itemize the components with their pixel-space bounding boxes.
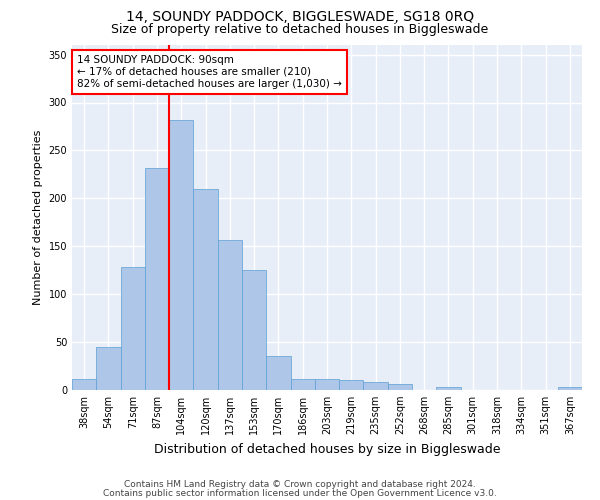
- Bar: [436, 387, 461, 390]
- Bar: [96, 347, 121, 390]
- X-axis label: Distribution of detached houses by size in Biggleswade: Distribution of detached houses by size …: [154, 442, 500, 456]
- Bar: [315, 380, 339, 390]
- Bar: [290, 380, 315, 390]
- Bar: [121, 268, 145, 390]
- Bar: [364, 382, 388, 390]
- Bar: [388, 384, 412, 390]
- Text: Size of property relative to detached houses in Biggleswade: Size of property relative to detached ho…: [112, 22, 488, 36]
- Text: Contains HM Land Registry data © Crown copyright and database right 2024.: Contains HM Land Registry data © Crown c…: [124, 480, 476, 489]
- Bar: [339, 380, 364, 390]
- Text: 14 SOUNDY PADDOCK: 90sqm
← 17% of detached houses are smaller (210)
82% of semi-: 14 SOUNDY PADDOCK: 90sqm ← 17% of detach…: [77, 56, 342, 88]
- Bar: [242, 270, 266, 390]
- Bar: [218, 240, 242, 390]
- Text: Contains public sector information licensed under the Open Government Licence v3: Contains public sector information licen…: [103, 488, 497, 498]
- Bar: [169, 120, 193, 390]
- Bar: [266, 356, 290, 390]
- Text: 14, SOUNDY PADDOCK, BIGGLESWADE, SG18 0RQ: 14, SOUNDY PADDOCK, BIGGLESWADE, SG18 0R…: [126, 10, 474, 24]
- Bar: [193, 188, 218, 390]
- Y-axis label: Number of detached properties: Number of detached properties: [33, 130, 43, 305]
- Bar: [145, 168, 169, 390]
- Bar: [72, 378, 96, 390]
- Bar: [558, 387, 582, 390]
